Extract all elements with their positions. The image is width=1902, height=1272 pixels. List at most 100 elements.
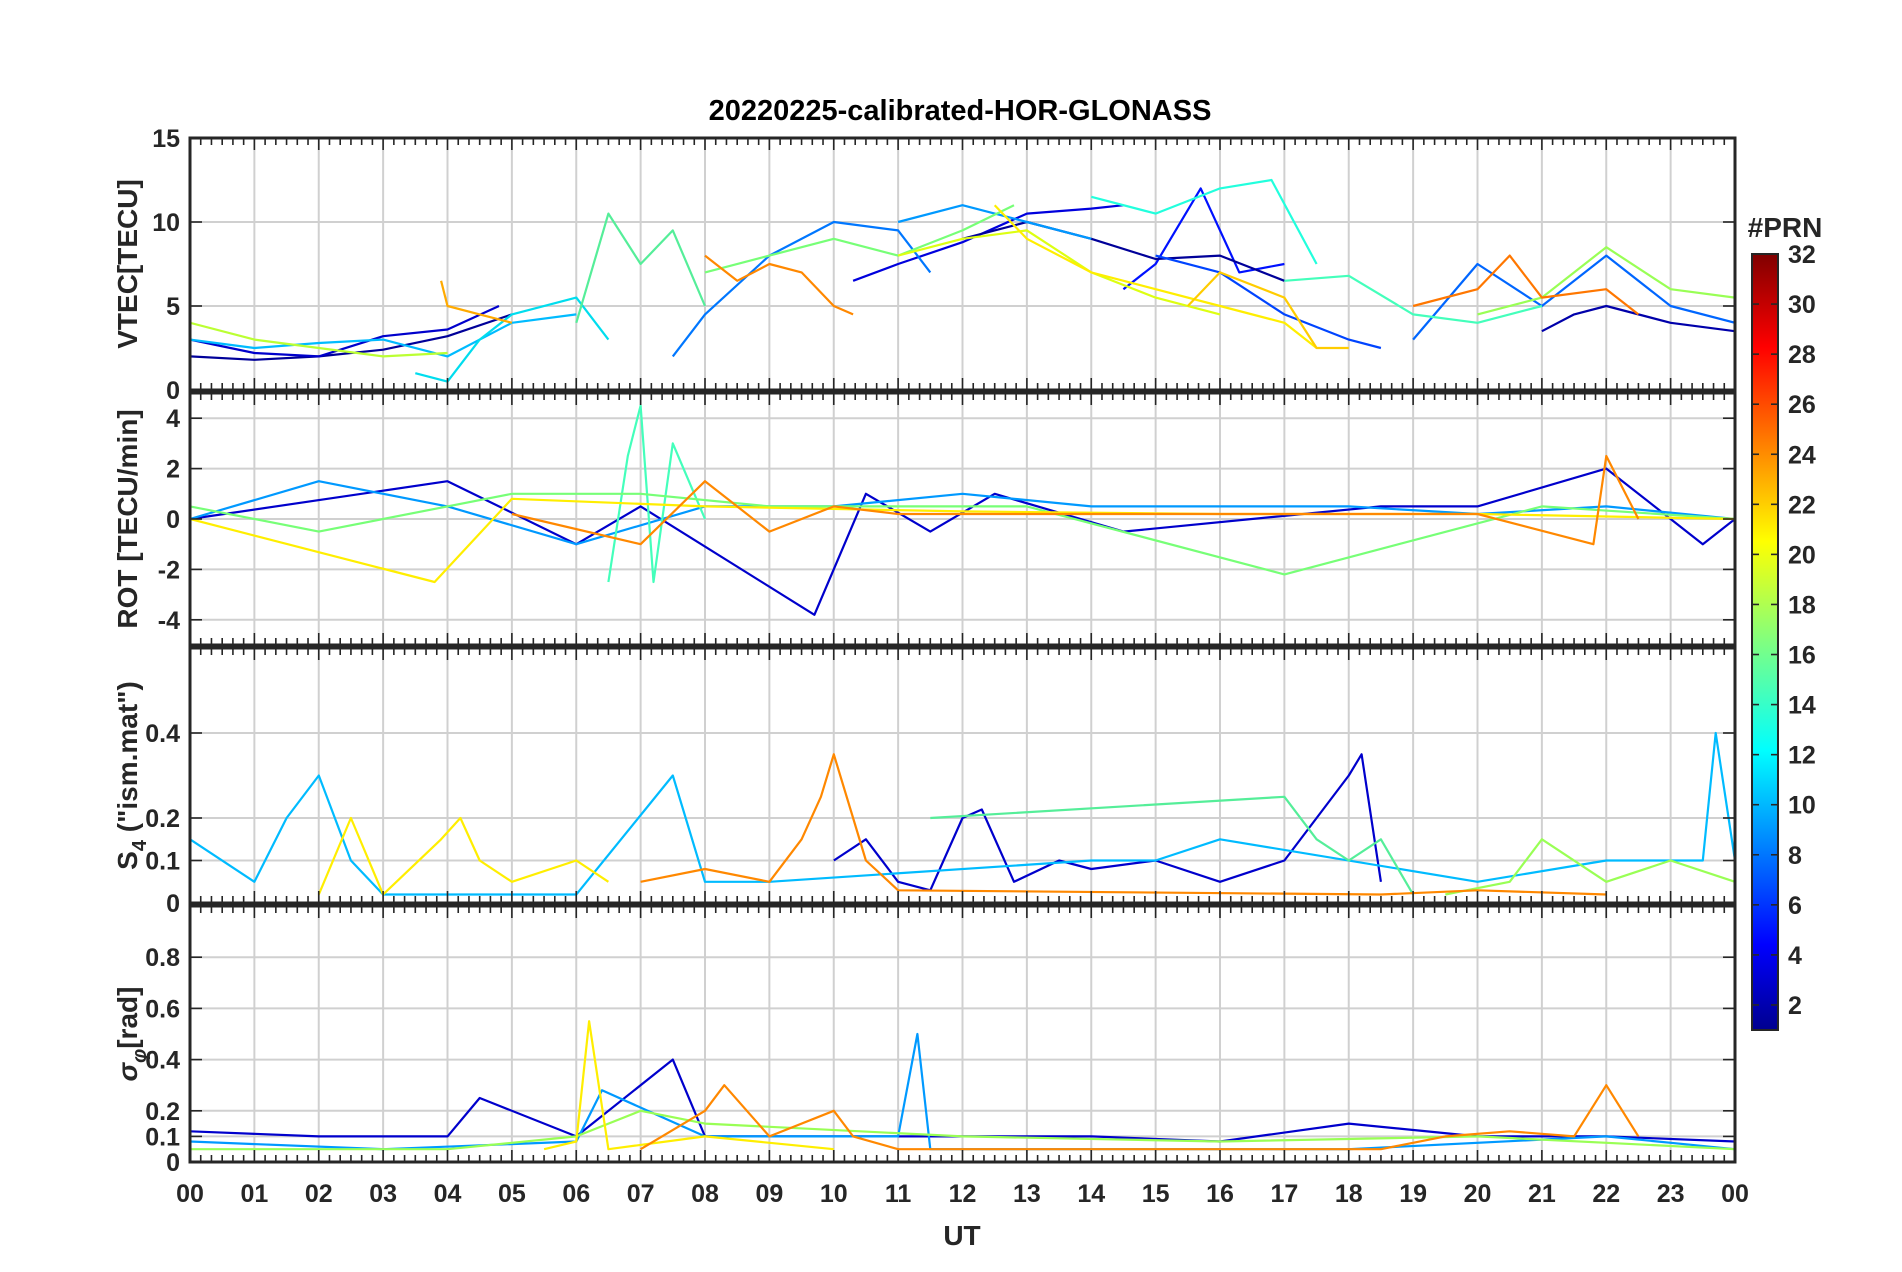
panel-s4-ytick-label: 0	[166, 890, 180, 918]
panel-rot-ytick-label: 2	[166, 456, 180, 484]
series-vtec-prn-22	[440, 280, 513, 324]
x-tick-label: 00	[176, 1180, 204, 1208]
panel-s4-ylabel: S4 ("ism.mat")	[112, 681, 151, 870]
panel-rot-ytick-label: 0	[166, 506, 180, 534]
x-tick-label: 11	[885, 1180, 912, 1208]
panel-sigma-ytick-label: 0.8	[145, 944, 180, 972]
panel-vtec: 0 5 10 15 VTEC[TECU]	[112, 125, 1737, 405]
chart-title: 20220225-calibrated-HOR-GLONASS	[709, 95, 1212, 127]
x-tick-label: 15	[1142, 1180, 1170, 1208]
x-tick-label: 04	[434, 1180, 462, 1208]
colorbar-tick-label: 20	[1788, 541, 1816, 569]
series-vtec-prn-18	[190, 321, 448, 358]
panel-rot-ytick-label: -4	[158, 607, 180, 635]
panel-s4-series	[190, 731, 1735, 896]
panel-rot-frame	[188, 391, 1737, 647]
colorbar-tick-label: 10	[1788, 792, 1816, 820]
x-tick-label: 10	[820, 1180, 848, 1208]
x-tick-label: 01	[240, 1180, 268, 1208]
series-vtec-prn-17	[1477, 246, 1735, 316]
panel-vtec-ylabel: VTEC[TECU]	[112, 179, 143, 349]
colorbar-tick-label: 22	[1788, 491, 1816, 519]
colorbar-gradient	[1751, 253, 1779, 1031]
panel-vtec-ytick-label: 0	[166, 377, 180, 405]
series-s4-prn-15	[930, 795, 1415, 896]
x-tick-label: 05	[498, 1180, 526, 1208]
panel-sigma-ytick-label: 0	[166, 1149, 180, 1177]
series-vtec-prn-20	[993, 204, 1318, 349]
panel-sigma-ylabel: σφ[rad]	[112, 987, 151, 1082]
colorbar-tick-label: 2	[1788, 992, 1802, 1020]
series-s4-prn-20	[317, 816, 610, 896]
series-vtec-prn-3	[852, 204, 1124, 282]
panel-s4-frame	[188, 646, 1737, 905]
series-vtec-prn-14	[1284, 274, 1543, 324]
colorbar-tick-label: 4	[1788, 942, 1802, 970]
colorbar-tick-label: 24	[1788, 441, 1816, 469]
panel-s4-ytick-label: 0.4	[145, 720, 180, 748]
series-vtec-prn-21	[1187, 271, 1349, 350]
panel-s4-ytick-label: 0.1	[145, 848, 180, 876]
colorbar-tick-label: 14	[1788, 692, 1816, 720]
panel-sigma-frame	[188, 904, 1737, 1164]
panel-rot-ytick-label: -2	[158, 556, 180, 584]
colorbar-label: #PRN	[1748, 212, 1823, 243]
panel-vtec-frame	[188, 136, 1737, 392]
x-tick-label: 06	[562, 1180, 590, 1208]
panel-vtec-series	[190, 178, 1735, 383]
x-tick-label: 21	[1528, 1180, 1556, 1208]
colorbar-tick-label: 28	[1788, 341, 1816, 369]
x-tick-label: 19	[1399, 1180, 1427, 1208]
series-vtec-prn-9	[671, 220, 932, 358]
x-tick-label: 07	[627, 1180, 655, 1208]
panel-sigma-ytick-label: 0.4	[145, 1047, 180, 1075]
panel-rot: -4 -2 0 2 4 ROT [TECU/min]	[112, 391, 1737, 647]
series-s4-prn-17	[1445, 838, 1735, 896]
colorbar-tick-label: 30	[1788, 291, 1816, 319]
x-tick-label: 08	[691, 1180, 719, 1208]
x-tick-label: 17	[1270, 1180, 1298, 1208]
series-vtec-prn-5	[962, 220, 1285, 282]
series-sigma-prn-20	[543, 1020, 834, 1151]
colorbar-tick-label: 26	[1788, 391, 1816, 419]
series-vtec-prn-15	[575, 212, 707, 324]
series-vtec-prn-13	[1091, 178, 1318, 265]
colorbar-tick-label: 6	[1788, 892, 1802, 920]
colorbar-tick-label: 12	[1788, 742, 1816, 770]
series-s4-prn-23	[640, 753, 1607, 896]
series-vtec-prn-8	[1412, 254, 1735, 341]
x-tick-label: 23	[1657, 1180, 1685, 1208]
panel-s4-ytick-label: 0.2	[145, 805, 180, 833]
x-tick-label: 03	[369, 1180, 397, 1208]
series-vtec-prn-23	[704, 254, 854, 316]
series-vtec-prn-2	[190, 304, 500, 358]
x-tick-label: 22	[1592, 1180, 1620, 1208]
colorbar-tick-label: 32	[1788, 241, 1816, 269]
x-axis: 00 01 02 03 04 05 06 07 08 09 10 11 12 13 14 15 16 17 18 19…	[176, 1180, 1749, 1208]
x-tick-label: 00	[1721, 1180, 1749, 1208]
x-tick-label: 09	[755, 1180, 783, 1208]
series-vtec-prn-24	[1412, 254, 1640, 316]
x-tick-label: 13	[1013, 1180, 1041, 1208]
series-s4-prn-11	[190, 731, 1735, 896]
panel-sigma-ytick-label: 0.6	[145, 995, 180, 1023]
panel-rot-series	[190, 404, 1735, 616]
x-tick-label: 14	[1077, 1180, 1105, 1208]
panel-sigma-series	[190, 1020, 1735, 1151]
series-s4-prn-2	[833, 753, 1382, 892]
colorbar-tick-label: 8	[1788, 842, 1802, 870]
panel-vtec-ytick-label: 15	[152, 125, 180, 153]
colorbar-tick-label: 18	[1788, 591, 1816, 619]
panel-sigma-ytick-label: 0.2	[145, 1098, 180, 1126]
x-tick-label: 18	[1335, 1180, 1363, 1208]
series-rot-prn-16	[190, 492, 1735, 576]
series-vtec-prn-19	[897, 229, 1221, 316]
x-tick-label: 20	[1464, 1180, 1492, 1208]
series-vtec-prn-6	[1541, 304, 1735, 333]
panel-rot-ytick-label: 4	[166, 405, 180, 433]
series-vtec-prn-7	[1155, 254, 1382, 350]
